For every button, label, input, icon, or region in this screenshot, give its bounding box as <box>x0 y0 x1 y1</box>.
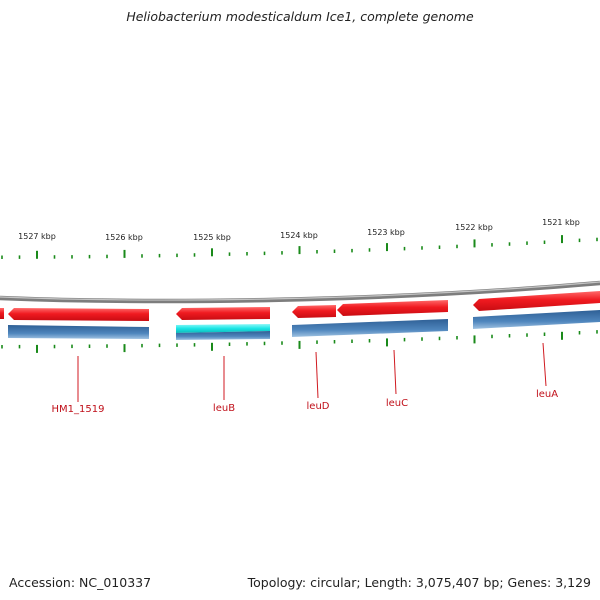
gene-arrow <box>473 291 600 311</box>
gene-label: leuC <box>386 398 408 409</box>
kbp-label: 1522 kbp <box>455 223 493 232</box>
lower-tick-row <box>1 330 598 353</box>
gene-arrow <box>292 305 336 318</box>
upper-tick-row <box>1 235 598 259</box>
feature-bar <box>473 310 600 329</box>
gene-label: HM1_1519 <box>52 404 105 415</box>
accession-text: Accession: NC_010337 <box>9 575 152 590</box>
gene-label: leuB <box>213 403 235 414</box>
topology-text: Topology: circular; Length: 3,075,407 bp… <box>247 575 591 590</box>
gene-arrow <box>0 308 4 319</box>
gene-leader-lines <box>77 342 547 402</box>
gene-leader-line <box>542 342 547 387</box>
kbp-label: 1525 kbp <box>193 233 231 242</box>
gene-arrow <box>176 307 270 320</box>
gene-arrow <box>337 300 448 316</box>
feature-bar <box>176 324 270 333</box>
genome-title: Heliobacterium modesticaldum Ice1, compl… <box>126 9 474 24</box>
kbp-label: 1524 kbp <box>280 231 318 240</box>
feature-bar <box>176 331 270 340</box>
kbp-label: 1526 kbp <box>105 233 143 242</box>
gene-label: leuD <box>307 401 330 412</box>
kbp-labels: 1527 kbp 1526 kbp 1525 kbp 1524 kbp 1523… <box>18 218 580 242</box>
feature-bar <box>292 319 448 337</box>
kbp-label: 1521 kbp <box>542 218 580 227</box>
genome-backbone <box>0 280 600 304</box>
gene-labels: HM1_1519 leuB leuD leuC leuA <box>52 389 559 415</box>
feature-bar <box>8 325 149 339</box>
gene-leader-line <box>393 349 397 395</box>
kbp-label: 1523 kbp <box>367 228 405 237</box>
gene-arrows <box>0 291 600 321</box>
kbp-label: 1527 kbp <box>18 232 56 241</box>
feature-bars <box>8 310 600 340</box>
gene-leader-line <box>315 351 319 399</box>
gene-label: leuA <box>536 389 558 400</box>
gene-arrow <box>8 308 149 321</box>
